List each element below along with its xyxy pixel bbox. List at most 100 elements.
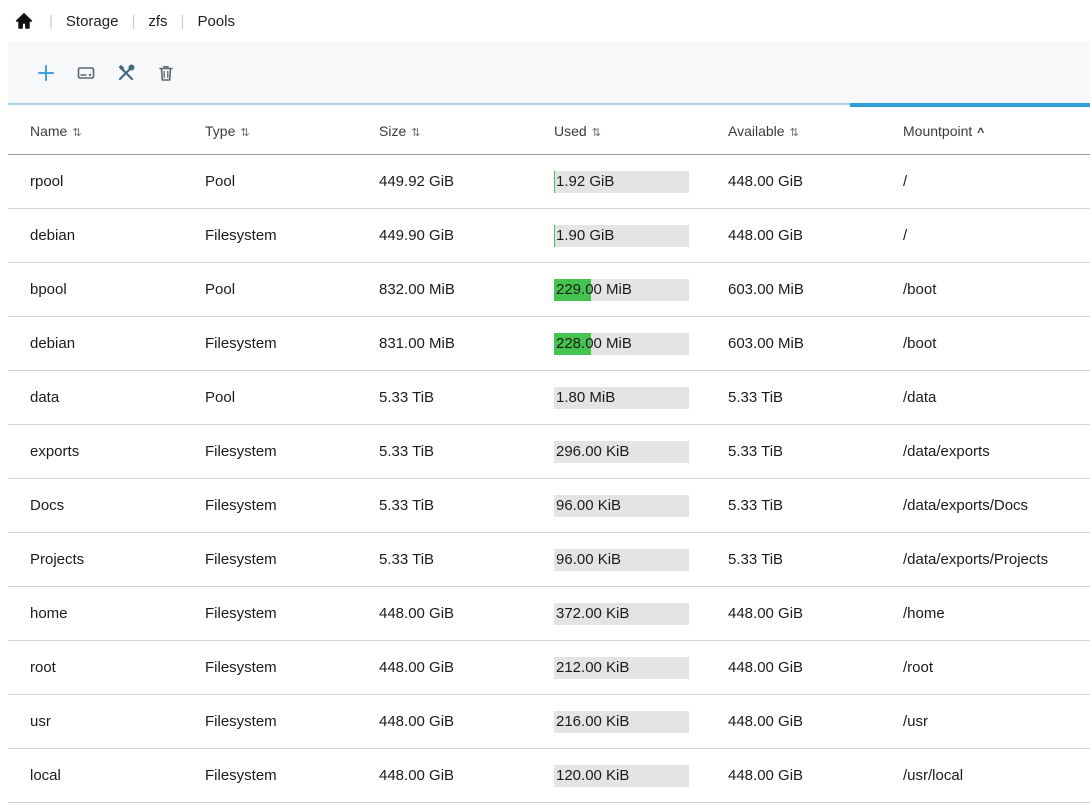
table-row[interactable]: Projects Filesystem 5.33 TiB 96.00 KiB 5.33 … — [8, 532, 1090, 587]
cell-name: debian — [8, 316, 183, 371]
cell-size: 448.00 GiB — [357, 586, 532, 641]
cell-available: 448.00 GiB — [706, 586, 881, 641]
progress-track — [8, 103, 1090, 105]
trash-button[interactable] — [154, 61, 178, 85]
cell-available: 5.33 TiB — [706, 478, 881, 533]
cell-used: 1.80 MiB — [532, 370, 706, 425]
table-row[interactable]: data Pool 5.33 TiB 1.80 MiB 5.33 TiB/data — [8, 370, 1090, 425]
cell-mountpoint: /root — [881, 640, 1090, 695]
column-header-size[interactable]: Size ⇅ — [357, 107, 532, 155]
used-fill — [554, 170, 555, 193]
table-row[interactable]: debian Filesystem 831.00 MiB 228.00 MiB 603.… — [8, 316, 1090, 371]
used-value: 216.00 KiB — [556, 713, 630, 730]
cell-name: usr — [8, 694, 183, 749]
cell-mountpoint: / — [881, 154, 1090, 209]
column-header-mountpoint[interactable]: Mountpoint ^ — [881, 107, 1090, 155]
table-row[interactable]: rpool Pool 449.92 GiB 1.92 GiB 448.00 GiB / — [8, 154, 1090, 209]
sort-asc-icon: ^ — [977, 124, 985, 139]
add-button[interactable] — [34, 61, 58, 85]
table-row[interactable]: usr Filesystem 448.00 GiB 216.00 KiB 448.00 … — [8, 694, 1090, 749]
drive-icon — [76, 63, 96, 83]
used-fill — [554, 224, 555, 247]
table-row[interactable]: exports Filesystem 5.33 TiB 296.00 KiB 5.33 … — [8, 424, 1090, 479]
cell-type: Pool — [183, 370, 357, 425]
cell-used: 96.00 KiB — [532, 532, 706, 587]
column-header-used[interactable]: Used ⇅ — [532, 107, 706, 155]
cell-name: Projects — [8, 532, 183, 587]
table-row[interactable]: root Filesystem 448.00 GiB 212.00 KiB 448.00… — [8, 640, 1090, 695]
cell-type: Filesystem — [183, 316, 357, 371]
drive-button[interactable] — [74, 61, 98, 85]
cell-used: 96.00 KiB — [532, 478, 706, 533]
tools-button[interactable] — [114, 61, 138, 85]
cell-size: 831.00 MiB — [357, 316, 532, 371]
cell-name: bpool — [8, 262, 183, 317]
sort-icon: ⇅ — [240, 126, 250, 139]
home-button[interactable] — [12, 9, 36, 33]
table-row[interactable]: home Filesystem 448.00 GiB 372.00 KiB 448.00… — [8, 586, 1090, 641]
used-bar: 229.00 MiB — [554, 278, 689, 301]
cell-available: 448.00 GiB — [706, 694, 881, 749]
cell-name: local — [8, 748, 183, 803]
cell-size: 449.92 GiB — [357, 154, 532, 209]
cell-available: 448.00 GiB — [706, 748, 881, 803]
used-bar: 296.00 KiB — [554, 440, 689, 463]
cell-size: 5.33 TiB — [357, 532, 532, 587]
table-row[interactable]: bpool Pool 832.00 MiB 229.00 MiB 603.00 MiB /… — [8, 262, 1090, 317]
table-row[interactable]: local Filesystem 448.00 GiB 120.00 KiB 448.0… — [8, 748, 1090, 803]
used-fill — [554, 278, 592, 301]
used-value: 228.00 MiB — [556, 335, 632, 352]
cell-type: Filesystem — [183, 694, 357, 749]
column-label: Type — [205, 122, 236, 139]
cell-size: 5.33 TiB — [357, 370, 532, 425]
cell-available: 5.33 TiB — [706, 532, 881, 587]
toolbar — [8, 42, 1090, 103]
tools-icon — [116, 63, 136, 83]
used-value: 1.80 MiB — [556, 389, 616, 406]
used-fill — [554, 332, 591, 355]
cell-used: 372.00 KiB — [532, 586, 706, 641]
cell-name: Docs — [8, 478, 183, 533]
cell-used: 228.00 MiB — [532, 316, 706, 371]
used-bar: 1.90 GiB — [554, 224, 689, 247]
cell-mountpoint: /boot — [881, 316, 1090, 371]
cell-size: 448.00 GiB — [357, 640, 532, 695]
used-bar: 372.00 KiB — [554, 602, 689, 625]
table-row[interactable]: Docs Filesystem 5.33 TiB 96.00 KiB 5.33 TiB /… — [8, 478, 1090, 533]
cell-used: 1.92 GiB — [532, 154, 706, 209]
breadcrumb: | Storage | zfs | Pools — [0, 0, 1090, 42]
breadcrumb-item-pools[interactable]: Pools — [197, 12, 235, 30]
cell-type: Filesystem — [183, 748, 357, 803]
cell-name: rpool — [8, 154, 183, 209]
used-value: 229.00 MiB — [556, 281, 632, 298]
cell-available: 5.33 TiB — [706, 424, 881, 479]
cell-available: 603.00 MiB — [706, 316, 881, 371]
used-bar: 228.00 MiB — [554, 332, 689, 355]
cell-name: root — [8, 640, 183, 695]
column-label: Size — [379, 122, 407, 139]
sort-icon: ⇅ — [591, 126, 601, 139]
cell-type: Filesystem — [183, 478, 357, 533]
cell-available: 448.00 GiB — [706, 154, 881, 209]
trash-icon — [156, 63, 176, 83]
cell-name: home — [8, 586, 183, 641]
breadcrumb-item-zfs[interactable]: zfs — [148, 12, 168, 30]
progress-indicator — [850, 103, 1090, 107]
cell-mountpoint: /data/exports/Docs — [881, 478, 1090, 533]
cell-size: 5.33 TiB — [357, 478, 532, 533]
loading-progress — [8, 103, 1090, 107]
cell-type: Filesystem — [183, 640, 357, 695]
pools-table: Name ⇅ Type ⇅ Size ⇅ Used ⇅ Available ⇅ Mountpoint… — [8, 107, 1090, 803]
cell-used: 229.00 MiB — [532, 262, 706, 317]
breadcrumb-separator: | — [131, 12, 136, 30]
cell-size: 5.33 TiB — [357, 424, 532, 479]
column-header-name[interactable]: Name ⇅ — [8, 107, 183, 155]
cell-type: Filesystem — [183, 586, 357, 641]
table-row[interactable]: debian Filesystem 449.90 GiB 1.90 GiB 448.00… — [8, 208, 1090, 263]
breadcrumb-separator: | — [180, 12, 185, 30]
cell-available: 5.33 TiB — [706, 370, 881, 425]
column-header-available[interactable]: Available ⇅ — [706, 107, 881, 155]
column-header-type[interactable]: Type ⇅ — [183, 107, 357, 155]
used-bar: 120.00 KiB — [554, 764, 689, 787]
breadcrumb-item-storage[interactable]: Storage — [65, 12, 119, 30]
